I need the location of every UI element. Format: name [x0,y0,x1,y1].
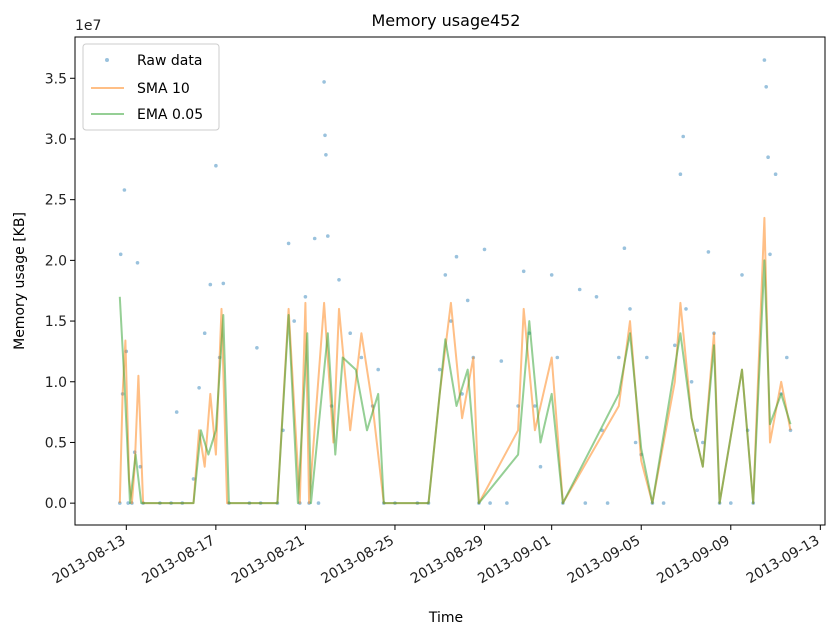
data-point [482,247,487,252]
data-point [323,133,327,138]
data-point [443,273,448,277]
x-tick-label: 2013-08-13 [50,533,128,588]
data-point [292,319,297,323]
data-point [633,440,638,445]
data-point [221,281,226,286]
data-point [437,367,442,372]
data-point [617,355,621,360]
data-point [533,404,537,408]
x-tick-label: 2013-08-25 [318,533,396,588]
data-point [766,155,770,159]
x-axis-label: Time [428,610,463,626]
data-point [122,188,127,192]
legend-label: SMA 10 [137,81,190,97]
data-point [678,172,683,176]
legend-label: EMA 0.05 [137,107,203,123]
chart-title: Memory usage452 [372,11,521,30]
ema-series-line [118,259,792,505]
x-tick-label: 2013-09-09 [654,533,732,588]
data-point [768,252,772,257]
data-point [255,346,259,350]
data-point [681,134,685,139]
x-tick-label: 2013-08-21 [229,533,307,588]
data-point [499,359,504,363]
x-tick-label: 2013-08-17 [139,533,217,588]
data-point [286,241,291,246]
data-point [538,464,543,469]
y-tick-label: 0.5 [45,435,67,451]
data-point [174,410,179,414]
y-axis-label: Memory usage [KB] [12,212,28,350]
x-tick-label: 2013-09-13 [744,533,822,588]
data-point [521,269,526,274]
x-tick-label: 2013-09-05 [565,533,643,588]
axes-frame [74,36,826,526]
data-point [359,355,364,360]
data-point [645,355,649,360]
data-point [465,298,470,303]
y-tick-label: 2.0 [45,253,67,269]
data-point [628,307,632,311]
data-point [135,261,140,265]
data-point [337,278,341,282]
data-point [684,307,688,311]
y-tick-label: 0.0 [45,496,67,512]
data-point [577,287,582,292]
data-point [322,80,326,84]
legend-box [82,43,220,131]
plot-area [118,58,793,505]
y-tick-label: 2.5 [45,193,67,209]
y-tick-label: 1.0 [45,375,67,391]
data-point [740,273,744,277]
legend-label: Raw data [137,53,202,69]
y-tick-label: 1.5 [45,314,67,330]
y-tick-label: 3.0 [45,132,67,148]
data-point [454,254,459,259]
data-point [197,386,201,390]
data-point [202,331,207,336]
data-point [701,440,705,445]
data-point [324,153,328,157]
data-point [505,501,509,505]
legend-marker-raw [105,58,109,62]
data-point [762,58,767,62]
x-tick-label: 2013-08-29 [408,533,486,588]
data-point [488,501,492,505]
data-point [549,273,554,277]
data-point [312,236,317,241]
data-point [695,428,699,433]
data-point [303,295,308,299]
data-point [729,501,733,505]
data-point [214,163,218,168]
x-tick-label: 2013-09-01 [475,533,553,588]
data-point [376,367,381,372]
data-point [316,501,321,505]
data-point [661,501,666,505]
legend: Raw data SMA 10 EMA 0.05 [82,43,220,131]
data-point [785,355,789,360]
data-point [622,246,627,250]
data-point [118,252,123,257]
data-point [555,355,560,360]
data-point [673,343,677,348]
data-point [689,380,694,384]
y-tick-label: 3.5 [45,71,67,87]
data-point [706,250,711,254]
data-point [208,282,213,287]
data-point [583,501,588,505]
data-point [764,85,768,89]
data-point [605,501,610,505]
data-point [326,234,330,238]
data-point [348,331,353,336]
y-offset-label: 1e7 [75,18,101,34]
data-point [594,295,599,299]
data-point [773,172,778,176]
